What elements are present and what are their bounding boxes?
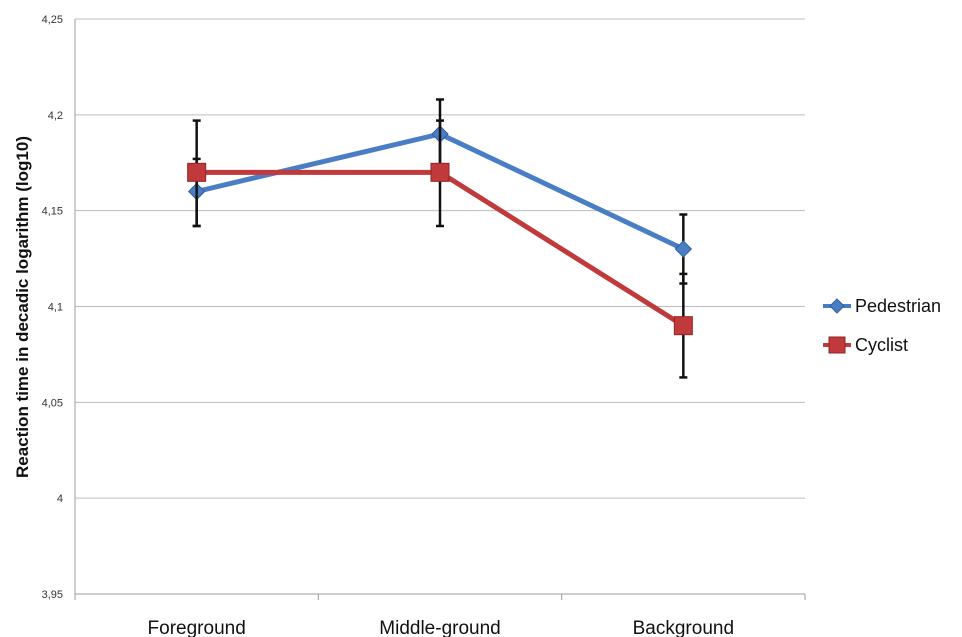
series-marker-square <box>673 316 693 336</box>
x-tick-label: Middle-ground <box>379 618 500 637</box>
series-marker-square <box>828 336 846 354</box>
legend-item: Pedestrian <box>823 296 941 316</box>
y-axis-label: Reaction time in decadic logarithm (log1… <box>13 136 32 478</box>
series <box>187 98 693 379</box>
y-tick-label: 4 <box>57 493 63 505</box>
x-tick-label: Foreground <box>148 618 246 637</box>
x-tick-label: Background <box>633 618 734 637</box>
axes: 3,95 4 4,05 4,1 4,15 4,2 4,25 Foreground Middle-… <box>42 14 806 637</box>
series-marker-square <box>187 162 207 182</box>
y-tick-label: 3,95 <box>42 589 63 601</box>
legend: Pedestrian Cyclist <box>823 296 941 355</box>
y-tick-label: 4,05 <box>42 397 63 409</box>
y-tick-label: 4,15 <box>42 206 63 218</box>
series-marker-diamond <box>829 298 845 314</box>
legend-item: Cyclist <box>823 335 908 355</box>
series-marker-diamond <box>674 240 693 258</box>
legend-label: Cyclist <box>855 335 908 355</box>
y-tick-label: 4,1 <box>48 302 63 314</box>
series-points-cyclist <box>187 119 693 379</box>
series-marker-square <box>430 162 450 182</box>
y-tick-label: 4,25 <box>42 14 63 26</box>
legend-label: Pedestrian <box>855 296 941 316</box>
y-tick-label: 4,2 <box>48 110 63 122</box>
